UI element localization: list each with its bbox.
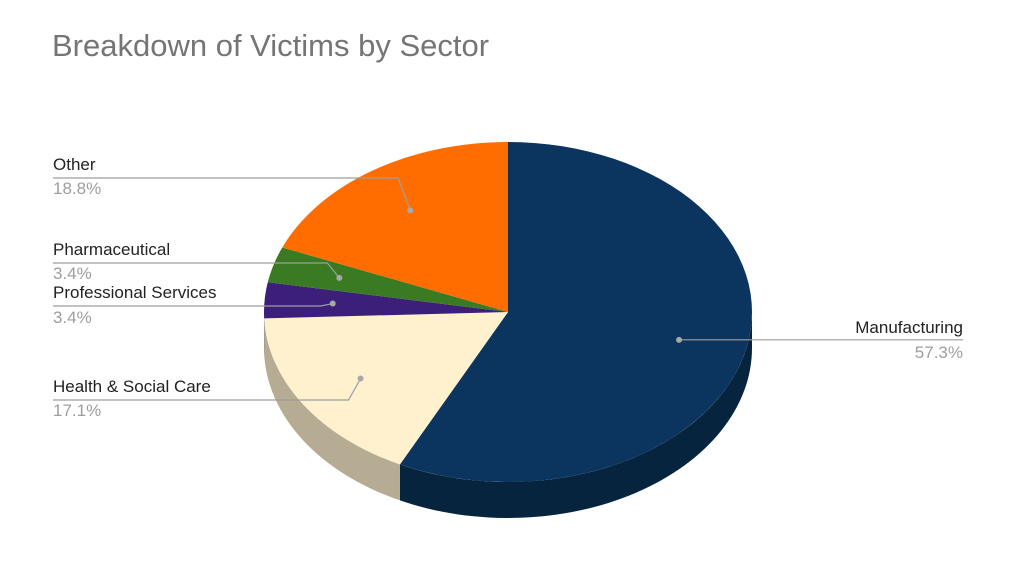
leader-dot-pharmaceutical bbox=[336, 274, 343, 281]
leader-dot-health-social-care bbox=[357, 375, 364, 382]
slice-percent-pharmaceutical: 3.4% bbox=[53, 264, 92, 283]
chart-title: Breakdown of Victims by Sector bbox=[52, 28, 490, 63]
leader-line-other bbox=[53, 177, 411, 211]
slice-professional-services bbox=[264, 282, 508, 319]
slice-label-pharmaceutical: Pharmaceutical bbox=[53, 240, 170, 259]
slice-percent-manufacturing: 57.3% bbox=[915, 343, 963, 362]
leader-line-health-social-care bbox=[53, 378, 362, 401]
slice-side-manufacturing bbox=[399, 312, 752, 519]
leader-dot-other bbox=[407, 207, 414, 214]
leader-dot-manufacturing bbox=[676, 336, 683, 343]
slice-health-social-care bbox=[264, 312, 508, 465]
slice-other bbox=[282, 142, 508, 312]
leader-lines bbox=[53, 177, 963, 401]
slice-percent-professional-services: 3.4% bbox=[53, 308, 92, 327]
pie-sides bbox=[264, 312, 752, 519]
slice-labels: Manufacturing 57.3% Health & Social Care 17… bbox=[53, 155, 963, 420]
slice-manufacturing bbox=[399, 142, 752, 482]
slice-label-health-social-care: Health & Social Care bbox=[53, 377, 211, 396]
slice-label-professional-services: Professional Services bbox=[53, 283, 216, 302]
leader-line-professional-services bbox=[53, 302, 333, 307]
slice-label-other: Other bbox=[53, 155, 96, 174]
slice-side-health-social-care bbox=[264, 318, 400, 501]
pie-slices bbox=[264, 142, 752, 482]
slice-percent-health-social-care: 17.1% bbox=[53, 401, 101, 420]
slice-label-manufacturing: Manufacturing bbox=[855, 318, 963, 337]
leader-dot-professional-services bbox=[329, 300, 336, 307]
slice-percent-other: 18.8% bbox=[53, 179, 101, 198]
leader-line-pharmaceutical bbox=[53, 262, 340, 279]
